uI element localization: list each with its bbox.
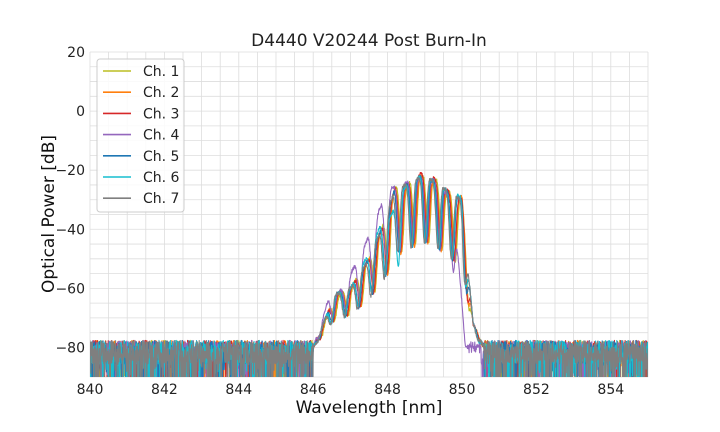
y-tick-label: −40 [55,222,85,238]
y-axis-label: Optical Power [dB] [39,135,59,293]
series-line-4 [90,175,648,377]
chart-title: D4440 V20244 Post Burn-In [251,31,487,51]
x-tick-label: 852 [523,382,550,398]
legend-label: Ch. 3 [143,106,179,122]
y-tick-label: 20 [67,45,85,61]
x-tick-label: 850 [449,382,476,398]
series-line-7 [90,176,648,377]
y-tick-label: −60 [55,281,85,297]
x-tick-label: 842 [151,382,178,398]
x-tick-label: 848 [374,382,401,398]
x-tick-label: 854 [597,382,624,398]
y-tick-label: −80 [55,340,85,356]
y-tick-label: −20 [55,163,85,179]
legend-box [96,58,185,213]
x-tick-label: 846 [300,382,327,398]
x-tick-label: 840 [77,382,104,398]
legend-label: Ch. 1 [143,64,179,80]
series-group [90,171,648,377]
legend-label: Ch. 2 [143,85,179,101]
x-axis-label: Wavelength [nm] [296,398,443,418]
legend-label: Ch. 5 [143,149,179,165]
legend-label: Ch. 7 [143,191,179,207]
legend: Ch. 1 Ch. 2 Ch. 3 Ch. 4 Ch. 5 Ch. 6 Ch. 7 [96,58,185,213]
legend-label: Ch. 4 [143,128,180,144]
y-tick-label: 0 [76,104,85,120]
legend-label: Ch. 6 [143,170,180,186]
x-tick-label: 844 [225,382,252,398]
